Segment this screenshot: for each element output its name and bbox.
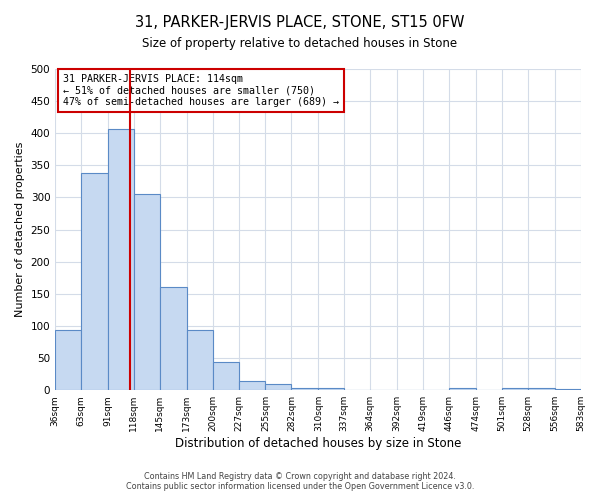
Bar [319, 388, 344, 390]
Bar [292, 388, 319, 390]
Y-axis label: Number of detached properties: Number of detached properties [15, 142, 25, 318]
X-axis label: Distribution of detached houses by size in Stone: Distribution of detached houses by size … [175, 437, 461, 450]
Text: 31, PARKER-JERVIS PLACE, STONE, ST15 0FW: 31, PARKER-JERVIS PLACE, STONE, ST15 0FW [135, 15, 465, 30]
Bar [554, 389, 581, 390]
Text: Size of property relative to detached houses in Stone: Size of property relative to detached ho… [142, 38, 458, 51]
Bar [160, 288, 187, 390]
Bar [527, 388, 554, 390]
Bar [55, 330, 81, 390]
Bar [449, 388, 476, 390]
Bar [239, 381, 265, 390]
Bar [81, 173, 108, 390]
Bar [265, 384, 292, 390]
Text: Contains HM Land Registry data © Crown copyright and database right 2024.
Contai: Contains HM Land Registry data © Crown c… [126, 472, 474, 491]
Bar [502, 388, 527, 390]
Bar [212, 362, 239, 390]
Bar [108, 128, 134, 390]
Text: 31 PARKER-JERVIS PLACE: 114sqm
← 51% of detached houses are smaller (750)
47% of: 31 PARKER-JERVIS PLACE: 114sqm ← 51% of … [63, 74, 339, 107]
Bar [187, 330, 212, 390]
Bar [134, 194, 160, 390]
